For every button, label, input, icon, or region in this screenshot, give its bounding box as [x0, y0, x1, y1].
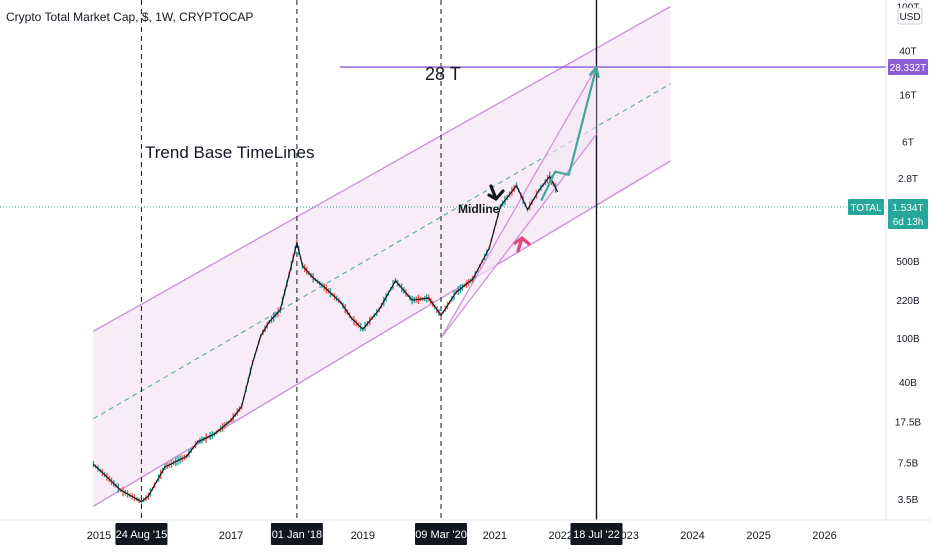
timeline-1-label: 24 Aug '15 — [116, 529, 168, 541]
y-tick-label: 40T — [899, 46, 916, 57]
y-tick-label: 100B — [896, 334, 920, 345]
y-tick-label: 16T — [899, 90, 916, 101]
up-arrow-icon[interactable] — [513, 236, 531, 253]
symbol-title[interactable]: Crypto Total Market Cap, $, 1W, CRYPTOCA… — [6, 10, 254, 24]
target-price-label: 28.332T — [890, 63, 927, 74]
channel-fill — [93, 6, 671, 507]
price-series-line — [92, 175, 559, 503]
price-axis[interactable]: 220T100T40T16T6T2.8T500B220B100B40B17.5B… — [885, 0, 921, 520]
target-annotation[interactable]: 28 T — [425, 64, 461, 84]
target-timeline-badge[interactable] — [570, 523, 623, 545]
x-tick-label: 2024 — [680, 530, 704, 542]
x-tick-label: 2022 — [548, 530, 572, 542]
target-timeline-label: 18 Jul '22 — [573, 529, 620, 541]
x-tick-label: 2026 — [812, 530, 836, 542]
y-tick-label: 17.5B — [895, 418, 921, 429]
y-tick-label: 40B — [899, 378, 917, 389]
channel-upper-line[interactable] — [93, 5, 671, 332]
total-price-badge — [888, 198, 928, 229]
projection-arrowhead — [588, 65, 600, 79]
channel-lower-line[interactable] — [93, 160, 671, 507]
y-tick-label: 7.5B — [898, 458, 919, 469]
total-symbol-badge[interactable] — [848, 198, 884, 215]
y-tick-label: 6T — [902, 138, 914, 149]
timeline-3-label: 09 Mar '20 — [415, 529, 467, 541]
y-tick-label: 2.8T — [898, 174, 918, 185]
inner-channel-upper-line[interactable] — [440, 66, 598, 339]
bar-countdown-label: 6d 13h — [893, 217, 924, 228]
timeline-2-label: 01 Jan '18 — [272, 529, 322, 541]
x-tick-label: 2025 — [746, 530, 770, 542]
x-tick-label: 2017 — [219, 530, 243, 542]
total-price-label: 1.534T — [892, 203, 923, 214]
target-price-badge — [888, 59, 928, 76]
y-tick-label: 3.5B — [898, 495, 919, 506]
down-arrow-icon[interactable] — [487, 184, 505, 201]
x-tick-label: 2019 — [351, 530, 375, 542]
currency-box[interactable] — [897, 7, 923, 25]
total-symbol-label: TOTAL — [850, 203, 882, 214]
channel-midline[interactable] — [93, 83, 671, 420]
currency-label: USD — [899, 12, 920, 23]
y-tick-label: 500B — [896, 257, 920, 268]
x-tick-label: 2021 — [483, 530, 507, 542]
timeline-1-badge[interactable] — [115, 523, 168, 545]
midline-annotation[interactable]: Midline — [458, 202, 500, 216]
y-tick-label: 220B — [896, 296, 920, 307]
trend-title-annotation[interactable]: Trend Base TimeLines — [145, 143, 314, 162]
x-tick-label: 2015 — [87, 530, 111, 542]
timeline-2-badge[interactable] — [270, 523, 323, 545]
projection-path[interactable] — [540, 66, 598, 202]
timeline-3-badge[interactable] — [415, 523, 468, 545]
